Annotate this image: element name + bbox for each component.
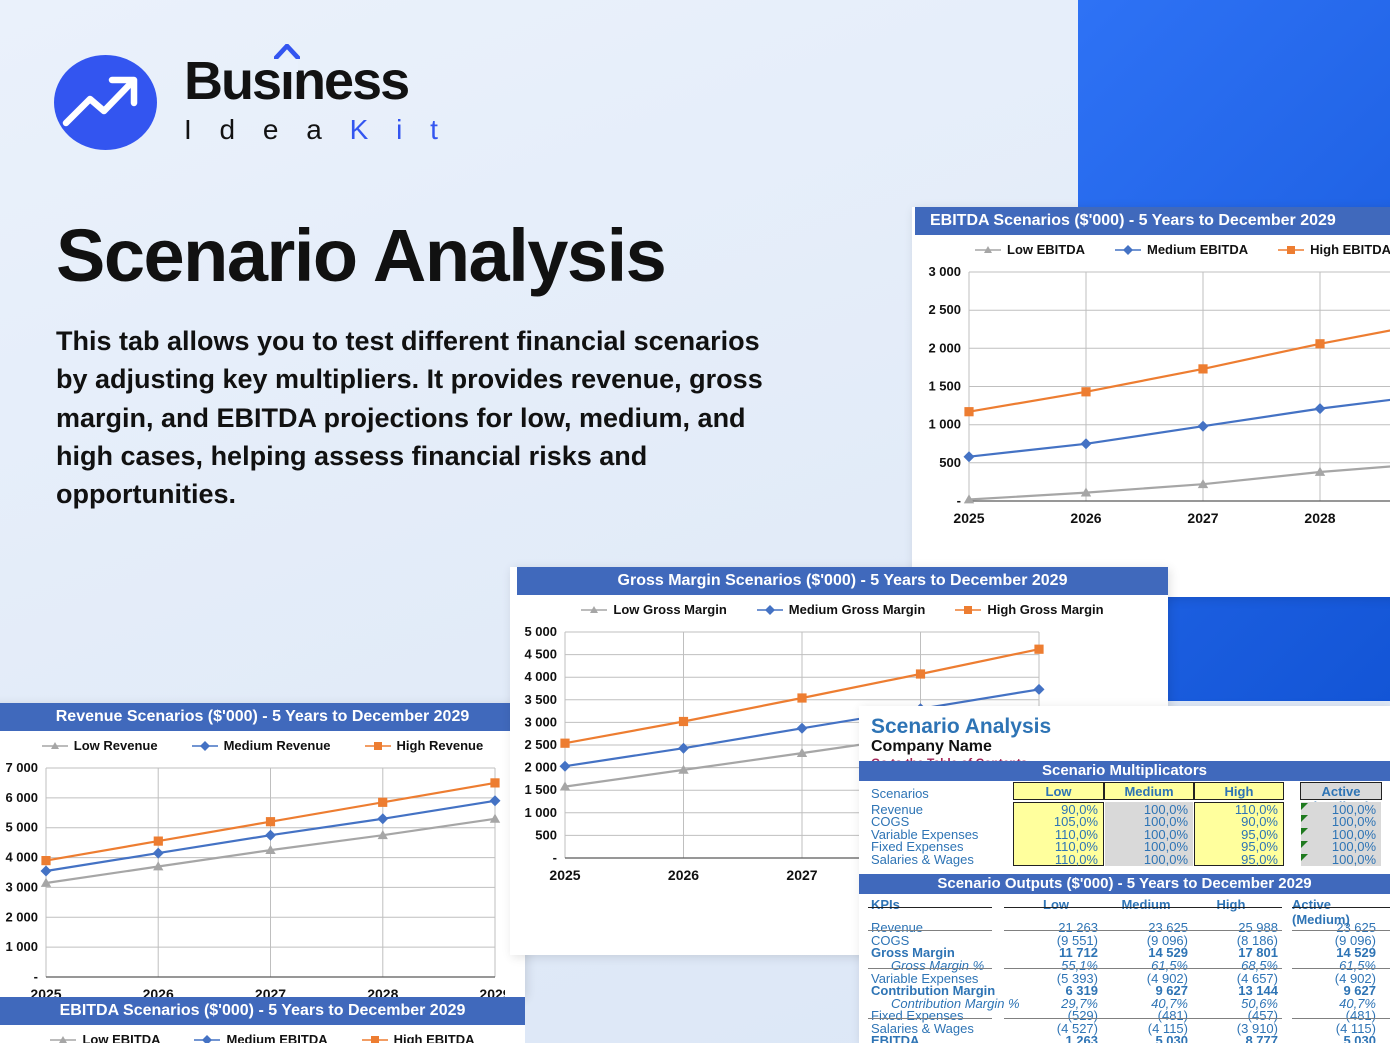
svg-text:500: 500	[939, 455, 961, 470]
svg-text:4 000: 4 000	[524, 669, 557, 684]
svg-text:6 000: 6 000	[5, 790, 38, 805]
svg-text:3 500: 3 500	[524, 692, 557, 707]
svg-text:2025: 2025	[953, 510, 984, 526]
svg-text:4 500: 4 500	[524, 647, 557, 662]
svg-text:2025: 2025	[549, 867, 580, 883]
svg-text:-: -	[957, 493, 961, 508]
svg-text:3 000: 3 000	[5, 879, 38, 894]
svg-text:2026: 2026	[668, 867, 699, 883]
svg-text:2027: 2027	[786, 867, 817, 883]
svg-text:2026: 2026	[1070, 510, 1101, 526]
svg-text:1 000: 1 000	[5, 939, 38, 954]
svg-text:2028: 2028	[367, 986, 398, 997]
svg-text:3 000: 3 000	[524, 714, 557, 729]
svg-text:3 000: 3 000	[928, 264, 961, 279]
svg-text:1 000: 1 000	[928, 417, 961, 432]
svg-text:2027: 2027	[255, 986, 286, 997]
svg-text:2 000: 2 000	[928, 340, 961, 355]
svg-text:2 000: 2 000	[524, 760, 557, 775]
svg-text:1 500: 1 500	[524, 782, 557, 797]
svg-text:2028: 2028	[1304, 510, 1335, 526]
svg-text:-: -	[34, 969, 38, 984]
svg-text:500: 500	[535, 827, 557, 842]
svg-text:7 000: 7 000	[5, 760, 38, 775]
svg-text:1 500: 1 500	[928, 379, 961, 394]
svg-text:5 000: 5 000	[524, 624, 557, 639]
svg-text:2 500: 2 500	[928, 302, 961, 317]
svg-text:2025: 2025	[30, 986, 61, 997]
svg-text:2029: 2029	[479, 986, 505, 997]
svg-text:2 500: 2 500	[524, 737, 557, 752]
svg-text:5 000: 5 000	[5, 820, 38, 835]
svg-text:2 000: 2 000	[5, 909, 38, 924]
svg-text:2027: 2027	[1187, 510, 1218, 526]
svg-text:-: -	[553, 850, 557, 865]
svg-text:1 000: 1 000	[524, 805, 557, 820]
svg-text:2026: 2026	[143, 986, 174, 997]
svg-text:4 000: 4 000	[5, 850, 38, 865]
